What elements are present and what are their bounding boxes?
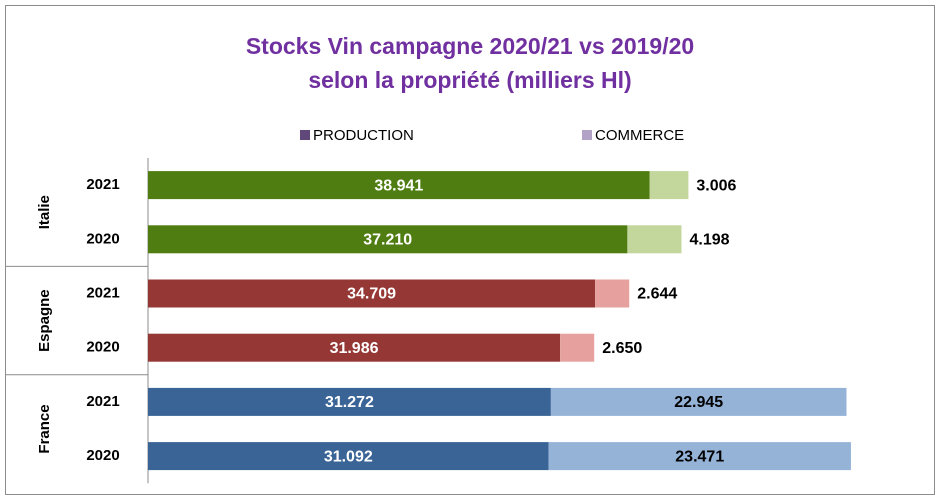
data-label: 31.986 (330, 340, 379, 357)
bar (550, 387, 847, 416)
legend-label: COMMERCE (595, 127, 684, 144)
data-label: 2.650 (602, 340, 642, 357)
y-tick-label: 2020 (86, 447, 119, 464)
y-tick-label: 2020 (86, 339, 119, 356)
data-label: 38.941 (374, 177, 423, 194)
bar (548, 442, 851, 471)
bar (148, 171, 650, 200)
y-tick-label: 2021 (86, 284, 119, 301)
data-label: 4.198 (689, 232, 729, 249)
data-label: 3.006 (696, 177, 736, 194)
data-label: 2.644 (637, 286, 677, 303)
y-tick-label: 2021 (86, 393, 119, 410)
group-label: France (36, 404, 53, 453)
bar (627, 225, 682, 254)
bar (148, 279, 596, 308)
legend-swatch (300, 130, 310, 140)
y-tick-label: 2020 (86, 230, 119, 247)
chart-title: selon la propriété (milliers Hl) (308, 67, 631, 93)
legend-label: PRODUCTION (313, 127, 414, 144)
bar (148, 442, 549, 471)
y-tick-label: 2021 (86, 176, 119, 193)
bar (649, 171, 689, 200)
bar (595, 279, 630, 308)
data-label: 22.945 (674, 394, 723, 411)
bar (560, 333, 595, 362)
legend-swatch (582, 130, 592, 140)
bar (148, 333, 561, 362)
data-label: 23.471 (675, 448, 724, 465)
bar (148, 225, 628, 254)
bar (148, 387, 551, 416)
group-label: Italie (36, 195, 53, 229)
chart-title: Stocks Vin campagne 2020/21 vs 2019/20 (246, 33, 694, 59)
data-label: 31.092 (324, 448, 373, 465)
data-label: 37.210 (363, 232, 412, 249)
group-label: Espagne (36, 289, 53, 352)
data-label: 31.272 (325, 394, 374, 411)
data-label: 34.709 (347, 286, 396, 303)
